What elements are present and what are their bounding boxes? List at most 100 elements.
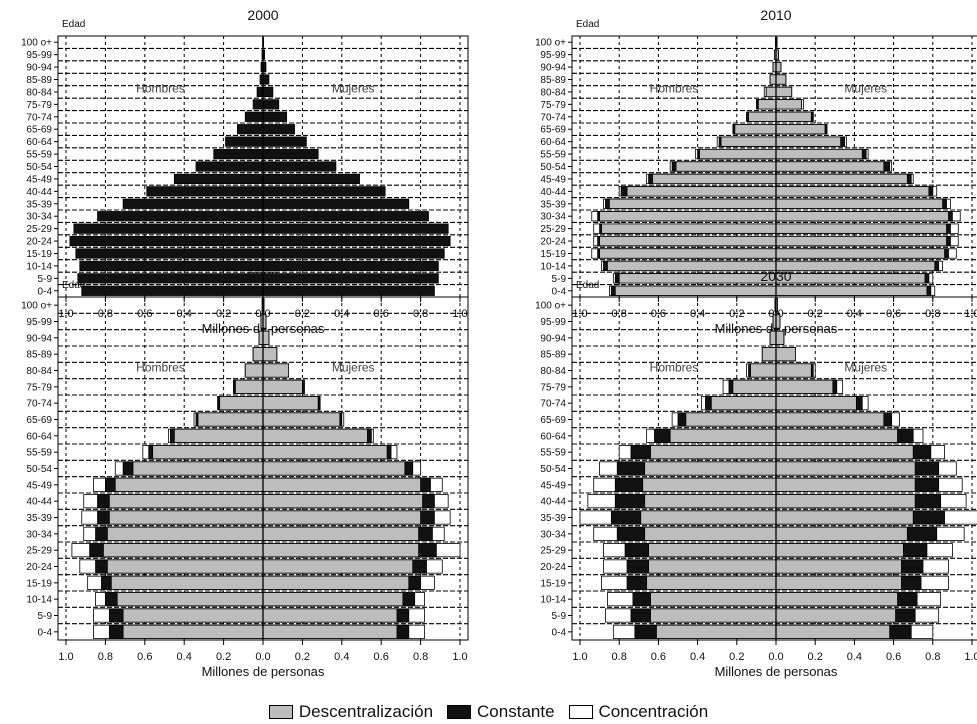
bar-mujeres-10-14-descentralizacion xyxy=(775,592,898,607)
x-tick-label: 0.8 xyxy=(925,651,940,663)
y-tick-label: 50-54 xyxy=(26,162,52,173)
x-tick-label: 0.4 xyxy=(690,651,705,663)
bar-hombres-30-34-descentralizacion xyxy=(644,526,777,541)
pyramid-2020: 2020Edad0-45-910-1415-1920-2425-2930-343… xyxy=(21,268,469,679)
bar-mujeres-55-59-descentralizacion xyxy=(775,148,863,160)
bar-mujeres-65-69-descentralizacion xyxy=(775,412,885,427)
y-tick-label: 65-69 xyxy=(26,415,52,426)
y-tick-label: 65-69 xyxy=(26,125,52,136)
y-tick-label: 70-74 xyxy=(540,399,566,410)
bar-mujeres-50-54-descentralizacion xyxy=(775,461,916,476)
legend-swatch-concentracion xyxy=(568,705,593,719)
bar-hombres-65-69-descentralizacion xyxy=(197,412,264,427)
y-tick-label: 15-19 xyxy=(26,578,52,589)
x-axis-title: Millones de personas xyxy=(202,664,325,679)
bar-hombres-70-74-descentralizacion xyxy=(748,111,777,122)
x-tick-label: 0.8 xyxy=(98,651,113,663)
bar-mujeres-90-94-descentralizacion xyxy=(775,61,782,73)
x-tick-label: 0.2 xyxy=(729,651,744,663)
legend-item-concentracion: Concentración xyxy=(568,702,708,722)
bar-hombres-50-54-descentralizacion xyxy=(644,461,777,476)
bar-mujeres-70-74-descentralizacion xyxy=(775,111,812,122)
bar-hombres-0-4-descentralizacion xyxy=(656,624,777,639)
x-tick-label: 0.4 xyxy=(847,651,862,663)
bar-mujeres-85-89-descentralizacion xyxy=(775,347,797,362)
bar-mujeres-15-19-constante xyxy=(262,248,445,259)
y-tick-label: 80-84 xyxy=(26,87,52,98)
y-tick-label: 25-29 xyxy=(26,224,52,235)
bar-mujeres-70-74-descentralizacion xyxy=(262,396,319,411)
x-tick-label: 0.6 xyxy=(651,651,666,663)
panel-title: 2010 xyxy=(760,7,791,23)
bar-hombres-0-4-constante xyxy=(81,285,264,296)
bar-hombres-0-4-descentralizacion xyxy=(614,285,777,296)
bar-mujeres-80-84-constante xyxy=(262,86,274,98)
x-axis-title: Millones de personas xyxy=(715,664,838,679)
bar-hombres-75-79-descentralizacion xyxy=(732,379,777,394)
x-tick-label: 1.0 xyxy=(572,651,587,663)
bar-hombres-20-24-descentralizacion xyxy=(648,559,777,574)
bar-hombres-55-59-descentralizacion xyxy=(152,445,264,460)
legend-label-descentralizacion: Descentralización xyxy=(298,702,434,721)
y-tick-label: 5-9 xyxy=(552,611,567,622)
x-tick-label: 0.4 xyxy=(847,308,862,320)
x-tick-label: 0.2 xyxy=(808,308,823,320)
bar-mujeres-70-74-constante xyxy=(262,111,288,122)
bar-hombres-75-79-descentralizacion xyxy=(757,99,777,110)
bar-mujeres-85-89-constante xyxy=(262,74,270,85)
x-tick-label: 0.4 xyxy=(177,651,192,663)
bar-mujeres-75-79-descentralizacion xyxy=(775,99,802,110)
legend-item-constante: Constante xyxy=(447,702,555,722)
legend-swatch-descentralizacion xyxy=(268,705,293,719)
y-tick-label: 20-24 xyxy=(540,562,566,573)
bar-hombres-15-19-constante xyxy=(75,248,264,259)
x-tick-label: 0.8 xyxy=(612,651,627,663)
bar-hombres-40-44-descentralizacion xyxy=(644,494,777,509)
bar-hombres-65-69-constante xyxy=(236,124,264,135)
y-tick-label: 10-14 xyxy=(540,261,566,272)
y-tick-label: 70-74 xyxy=(540,112,566,123)
x-tick-label: 0.4 xyxy=(334,308,349,320)
bar-hombres-55-59-descentralizacion xyxy=(650,445,777,460)
bar-mujeres-5-9-constante xyxy=(262,273,439,284)
bar-mujeres-35-39-descentralizacion xyxy=(262,510,422,525)
x-tick-label: 0.6 xyxy=(137,308,152,320)
bar-hombres-45-49-descentralizacion xyxy=(114,477,264,492)
bar-mujeres-30-34-descentralizacion xyxy=(775,526,908,541)
bar-mujeres-90-94-descentralizacion xyxy=(262,330,270,345)
x-tick-label: 1.0 xyxy=(452,308,467,320)
x-tick-label: 0.4 xyxy=(177,308,192,320)
bar-mujeres-65-69-descentralizacion xyxy=(775,124,826,135)
x-tick-label: 1.0 xyxy=(58,308,73,320)
y-tick-label: 30-34 xyxy=(26,212,52,223)
bar-mujeres-45-49-constante xyxy=(262,173,360,185)
y-tick-label: 85-89 xyxy=(26,350,52,361)
y-tick-label: 100 o+ xyxy=(535,38,566,49)
y-tick-label: 100 o+ xyxy=(21,301,52,312)
bar-hombres-70-74-descentralizacion xyxy=(710,396,777,411)
bar-mujeres-5-9-descentralizacion xyxy=(775,273,926,284)
bar-mujeres-5-9-descentralizacion xyxy=(775,608,896,623)
bar-hombres-75-79-descentralizacion xyxy=(235,379,264,394)
y-tick-label: 55-59 xyxy=(26,448,52,459)
bar-mujeres-60-64-constante xyxy=(262,136,307,147)
bar-hombres-10-14-descentralizacion xyxy=(650,592,777,607)
bar-mujeres-40-44-descentralizacion xyxy=(775,186,930,197)
bar-hombres-75-79-constante xyxy=(252,99,264,110)
panel-title: 2000 xyxy=(247,7,278,23)
bar-hombres-25-29-descentralizacion xyxy=(601,223,777,234)
bar-mujeres-55-59-descentralizacion xyxy=(262,445,388,460)
bar-mujeres-50-54-descentralizacion xyxy=(775,161,885,172)
bar-hombres-5-9-constante xyxy=(77,273,264,284)
bar-hombres-30-34-descentralizacion xyxy=(599,211,777,222)
y-tick-label: 30-34 xyxy=(540,529,566,540)
bar-mujeres-45-49-descentralizacion xyxy=(262,477,422,492)
bar-hombres-20-24-descentralizacion xyxy=(599,235,777,247)
y-tick-label: 15-19 xyxy=(540,578,566,589)
bar-hombres-45-49-descentralizacion xyxy=(642,477,777,492)
bar-mujeres-0-4-constante xyxy=(262,285,435,296)
hombres-label: Hombres xyxy=(650,360,699,374)
x-tick-label: 0.8 xyxy=(925,308,940,320)
mujeres-label: Mujeres xyxy=(332,360,375,374)
